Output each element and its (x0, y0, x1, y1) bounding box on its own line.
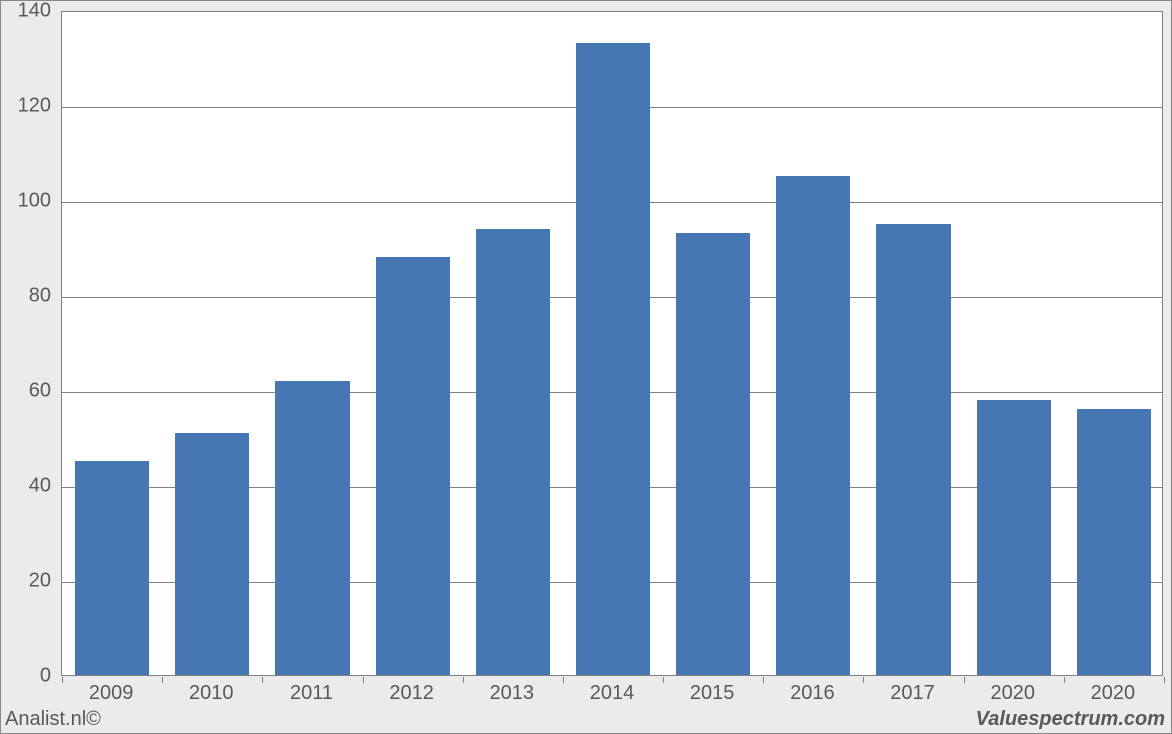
y-tick-label: 140 (1, 0, 51, 23)
bar (476, 229, 550, 676)
y-tick-label: 60 (1, 380, 51, 403)
x-tick-label: 2010 (189, 682, 234, 705)
x-tick-mark (463, 677, 464, 683)
x-tick-mark (763, 677, 764, 683)
x-tick-mark (1164, 677, 1165, 683)
plot-area (61, 11, 1163, 676)
x-tick-label: 2016 (790, 682, 835, 705)
chart-outer-frame: 0 20 40 60 80 100 120 140 2009 2010 2011 2012 2013 2… (0, 0, 1172, 734)
x-tick-label: 2020 (990, 682, 1035, 705)
y-tick-label: 80 (1, 285, 51, 308)
x-tick-mark (863, 677, 864, 683)
x-tick-mark (62, 677, 63, 683)
bar (275, 381, 349, 676)
x-tick-label: 2009 (89, 682, 134, 705)
bar (376, 257, 450, 675)
bar (576, 43, 650, 675)
x-tick-mark (1064, 677, 1065, 683)
bar (876, 224, 950, 675)
x-tick-mark (262, 677, 263, 683)
bar (977, 400, 1051, 676)
y-tick-label: 100 (1, 190, 51, 213)
x-tick-mark (563, 677, 564, 683)
y-tick-label: 20 (1, 570, 51, 593)
bar (676, 233, 750, 675)
bar (1077, 409, 1151, 675)
x-tick-label: 2017 (890, 682, 935, 705)
x-tick-label: 2013 (490, 682, 535, 705)
bar (175, 433, 249, 675)
y-tick-label: 120 (1, 95, 51, 118)
footer-right-label: Valuespectrum.com (976, 708, 1165, 731)
x-tick-label: 2011 (290, 682, 333, 705)
y-tick-label: 0 (1, 665, 51, 688)
bar (776, 176, 850, 675)
x-tick-mark (663, 677, 664, 683)
footer-left-label: Analist.nl© (5, 708, 101, 731)
x-tick-label: 2014 (590, 682, 635, 705)
x-tick-label: 2012 (389, 682, 434, 705)
x-tick-label: 2020 (1091, 682, 1136, 705)
y-tick-label: 40 (1, 475, 51, 498)
x-tick-mark (162, 677, 163, 683)
bar (75, 461, 149, 675)
x-tick-mark (363, 677, 364, 683)
x-tick-label: 2015 (690, 682, 735, 705)
x-tick-mark (964, 677, 965, 683)
